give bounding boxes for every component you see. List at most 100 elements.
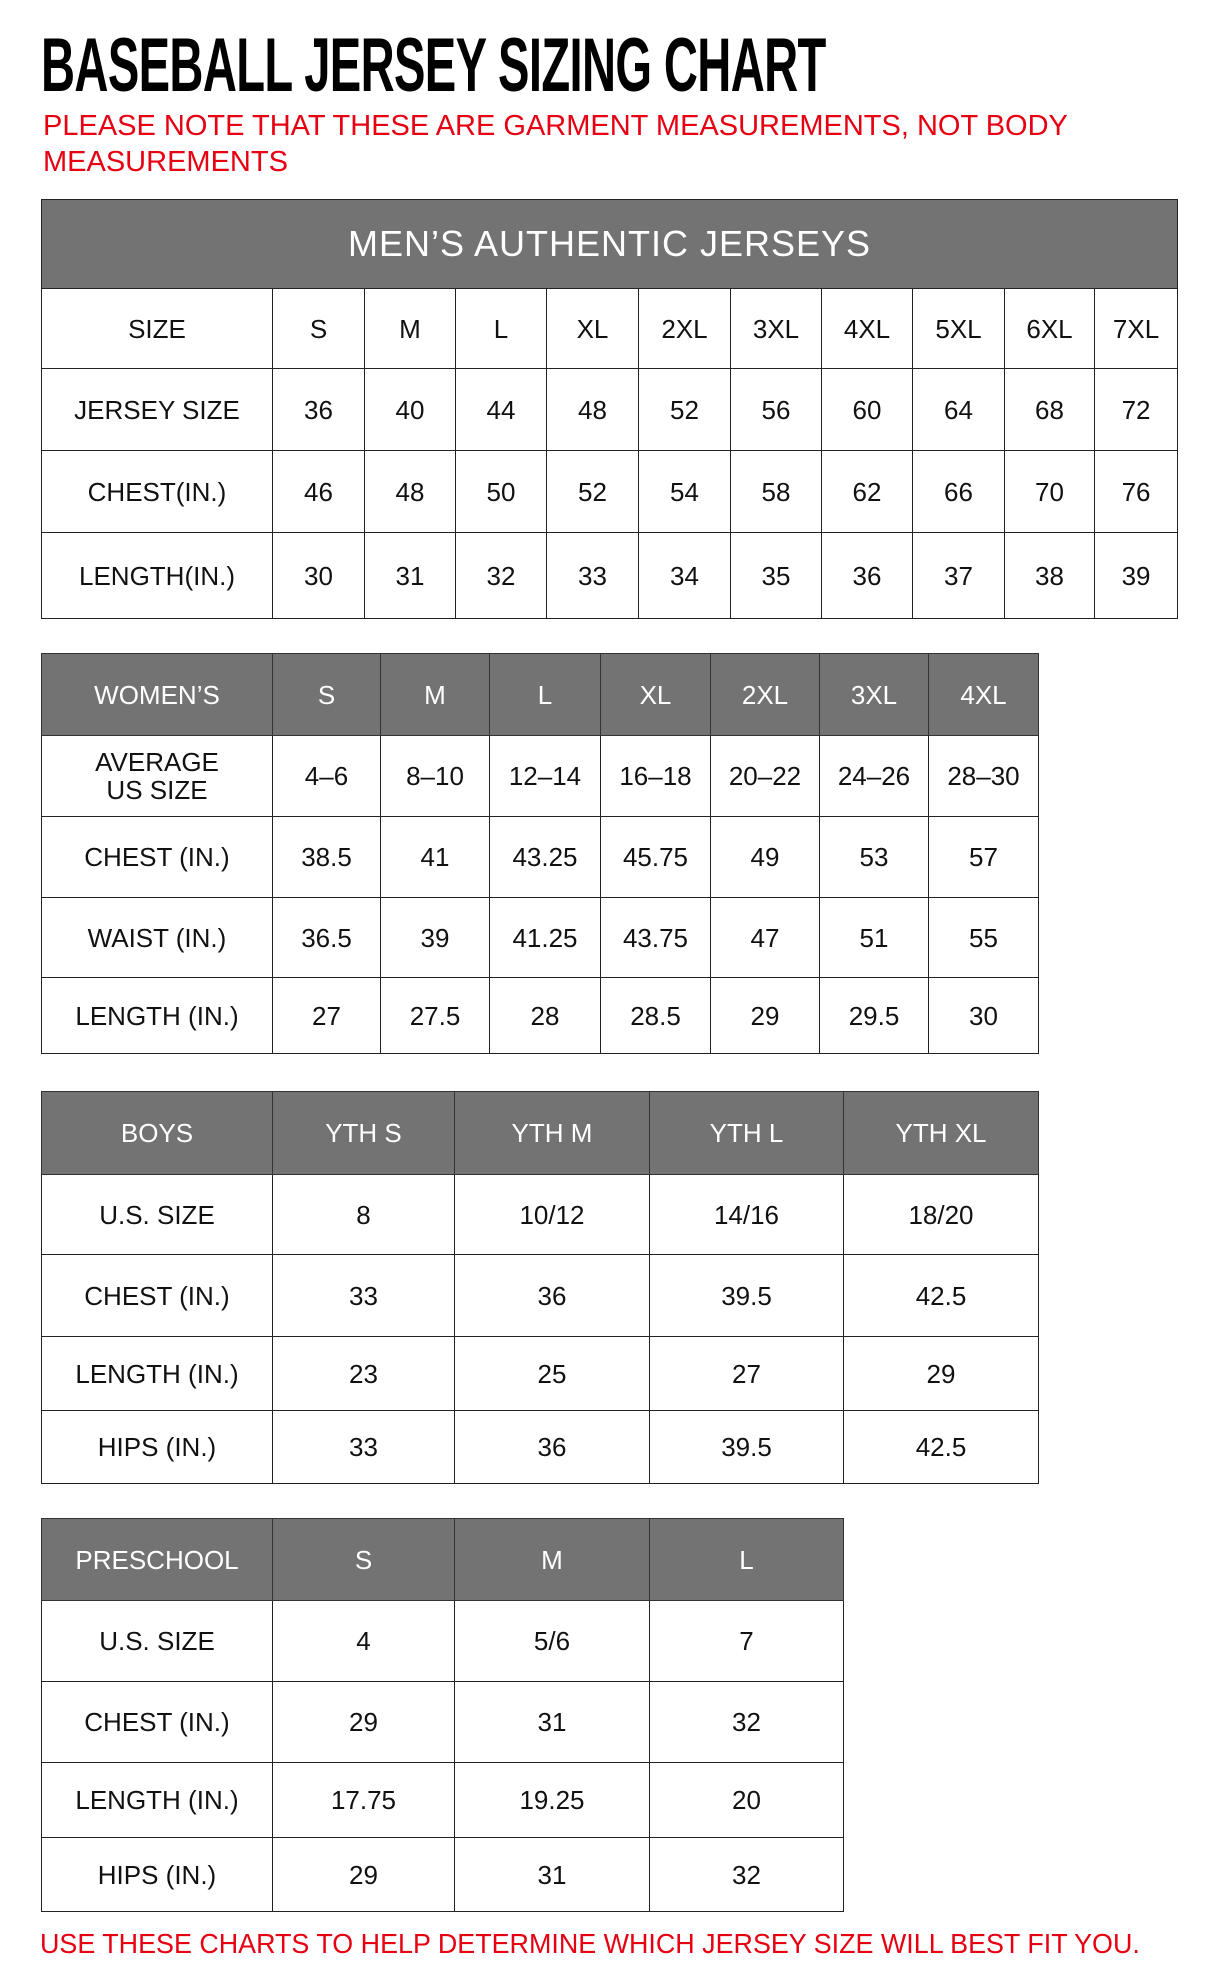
size-column-header: S [272,1518,455,1601]
table-cell: 25 [454,1336,650,1411]
table-cell: 5/6 [454,1600,650,1682]
table-cell: 54 [638,450,731,533]
table-row: JERSEY SIZE 36 40 44 48 52 56 60 64 68 72 [41,368,1179,451]
size-column-header: M [364,288,456,369]
table-cell: 33 [546,532,639,619]
table-cell: 38.5 [272,816,381,898]
table-row: CHEST (IN.) 38.5 41 43.25 45.75 49 53 57 [41,816,1039,898]
row-label: U.S. SIZE [41,1174,273,1255]
table-cell: 56 [730,368,822,451]
size-column-header: YTH S [272,1091,455,1175]
table-cell: 8 [272,1174,455,1255]
size-column-header: YTH L [649,1091,844,1175]
table-cell: 32 [455,532,547,619]
table-cell: 57 [928,816,1039,898]
size-column-header: 7XL [1093,288,1179,369]
row-label: WAIST (IN.) [41,897,273,978]
table-cell: 44 [455,368,547,451]
row-label: LENGTH (IN.) [41,1762,273,1838]
table-cell: 52 [638,368,731,451]
size-column-header: 6XL [1004,288,1095,369]
mens-header-row: SIZE S M L XL 2XL 3XL 4XL 5XL 6XL 7XL [41,288,1179,369]
table-cell: 40 [364,368,456,451]
table-cell: 10/12 [454,1174,650,1255]
table-cell: 19.25 [454,1762,650,1838]
row-label: U.S. SIZE [41,1600,273,1682]
row-label: HIPS (IN.) [41,1410,273,1484]
preschool-size-table: PRESCHOOL S M L U.S. SIZE 4 5/6 7 CHEST (IN.) 29 3… [41,1518,844,1912]
table-cell: 49 [710,816,820,898]
table-cell: 43.25 [489,816,601,898]
size-column-header: 3XL [819,653,929,736]
size-column-header: 3XL [730,288,822,369]
row-label-header: BOYS [41,1091,273,1175]
table-cell: 8–10 [380,735,490,817]
table-cell: 50 [455,450,547,533]
table-cell: 39.5 [649,1254,844,1337]
table-row: LENGTH (IN.) 27 27.5 28 28.5 29 29.5 30 [41,977,1039,1054]
table-cell: 43.75 [600,897,711,978]
table-cell: 16–18 [600,735,711,817]
table-cell: 46 [272,450,365,533]
size-column-header: L [649,1518,844,1601]
row-label: CHEST (IN.) [41,1681,273,1763]
page-title: BASEBALL JERSEY SIZING CHART [41,23,826,108]
size-column-header: 4XL [928,653,1039,736]
row-label-header: WOMEN’S [41,653,273,736]
mens-size-table: MEN’S AUTHENTIC JERSEYS SIZE S M L XL 2XL 3XL 4X… [40,199,1179,619]
table-cell: 30 [928,977,1039,1054]
table-cell: 29.5 [819,977,929,1054]
size-column-header: 2XL [710,653,820,736]
table-cell: 29 [272,1681,455,1763]
table-cell: 66 [912,450,1005,533]
size-column-header: XL [600,653,711,736]
table-cell: 51 [819,897,929,978]
table-cell: 20 [649,1762,844,1838]
table-cell: 70 [1004,450,1095,533]
table-cell: 28–30 [928,735,1039,817]
table-cell: 39 [1093,532,1179,619]
table-cell: 64 [912,368,1005,451]
table-row: CHEST (IN.) 29 31 32 [41,1681,844,1763]
table-cell: 36 [454,1410,650,1484]
size-column-header: YTH M [454,1091,650,1175]
row-label-header: SIZE [41,288,273,369]
table-cell: 31 [454,1681,650,1763]
table-cell: 72 [1093,368,1179,451]
table-cell: 36 [272,368,365,451]
table-cell: 48 [546,368,639,451]
size-column-header: XL [546,288,639,369]
table-cell: 47 [710,897,820,978]
table-cell: 18/20 [843,1174,1039,1255]
size-column-header: L [489,653,601,736]
table-cell: 20–22 [710,735,820,817]
table-cell: 33 [272,1410,455,1484]
table-cell: 31 [454,1837,650,1912]
table-cell: 39 [380,897,490,978]
row-label: CHEST (IN.) [41,816,273,898]
table-row: LENGTH (IN.) 23 25 27 29 [41,1336,1039,1411]
table-row: U.S. SIZE 8 10/12 14/16 18/20 [41,1174,1039,1255]
mens-table-title: MEN’S AUTHENTIC JERSEYS [40,199,1179,289]
table-cell: 34 [638,532,731,619]
table-cell: 32 [649,1837,844,1912]
table-row: CHEST (IN.) 33 36 39.5 42.5 [41,1254,1039,1337]
size-column-header: 2XL [638,288,731,369]
table-cell: 29 [843,1336,1039,1411]
table-cell: 42.5 [843,1254,1039,1337]
size-column-header: S [272,653,381,736]
table-cell: 39.5 [649,1410,844,1484]
row-label: LENGTH (IN.) [41,1336,273,1411]
size-column-header: 4XL [821,288,913,369]
womens-header-row: WOMEN’S S M L XL 2XL 3XL 4XL [41,653,1039,736]
womens-size-table: WOMEN’S S M L XL 2XL 3XL 4XL AVERAGE US SIZE 4–6 8… [41,653,1039,1054]
table-cell: 76 [1093,450,1179,533]
table-cell: 68 [1004,368,1095,451]
row-label: JERSEY SIZE [41,368,273,451]
table-cell: 42.5 [843,1410,1039,1484]
table-cell: 55 [928,897,1039,978]
table-cell: 14/16 [649,1174,844,1255]
table-row: HIPS (IN.) 29 31 32 [41,1837,844,1912]
row-label: AVERAGE US SIZE [41,735,273,817]
table-cell: 58 [730,450,822,533]
